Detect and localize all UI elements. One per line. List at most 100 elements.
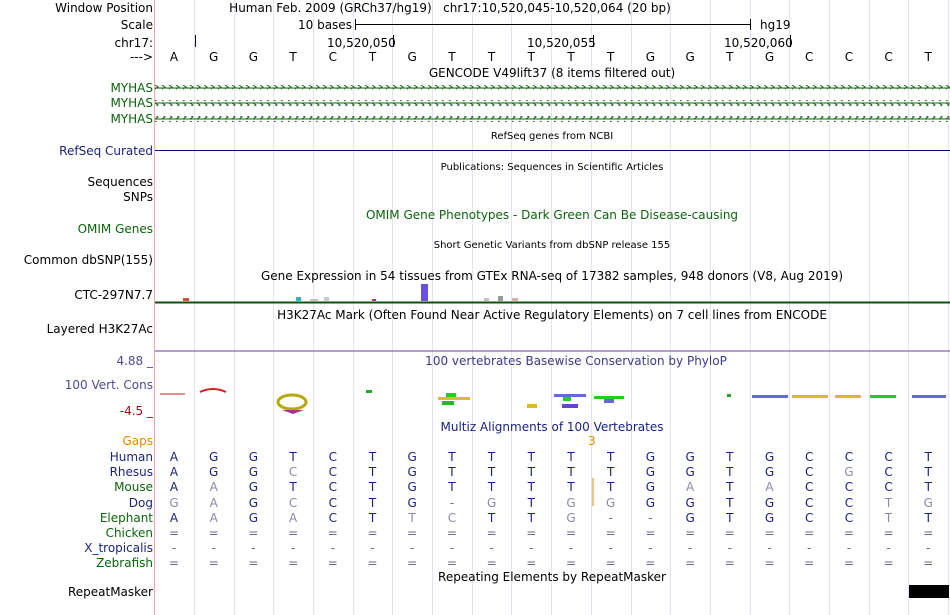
gencode-item-line[interactable] (155, 100, 950, 106)
alignment-base: = (565, 526, 577, 540)
alignment-base: = (605, 526, 616, 540)
alignment-base: - (687, 541, 693, 556)
alignment-base: C (447, 510, 457, 525)
gencode-track-title[interactable]: GENCODE V49lift37 (8 items filtered out) (428, 66, 676, 80)
alignment-base: T (924, 465, 932, 480)
grid-line (472, 0, 473, 615)
species-label-chicken[interactable]: Chicken (105, 526, 153, 540)
alignment-base: T (368, 465, 377, 480)
alignment-base: A (209, 480, 218, 495)
alignment-base: - (211, 541, 216, 556)
base-letter: G (248, 50, 259, 64)
base-letter: C (844, 50, 854, 64)
base-letter: G (645, 50, 656, 64)
gencode-item-label[interactable]: MYHAS (110, 96, 153, 110)
h3k27ac-track-label[interactable]: Layered H3K27Ac (46, 322, 153, 336)
publications-label[interactable]: Sequences (87, 175, 153, 189)
alignment-base: C (804, 510, 814, 525)
species-label-human[interactable]: Human (109, 450, 153, 464)
alignment-base: C (844, 480, 854, 495)
grid-line (392, 0, 393, 615)
alignment-base: G (209, 450, 219, 464)
multiz-track-title[interactable]: Multiz Alignments of 100 Vertebrates (440, 420, 664, 434)
repeat-element-block[interactable] (909, 585, 949, 598)
publications-label[interactable]: SNPs (123, 190, 153, 204)
alignment-base: = (804, 556, 815, 571)
gencode-item-label[interactable]: MYHAS (110, 81, 153, 95)
base-letter: T (527, 50, 535, 64)
phylop-track-title[interactable]: 100 vertebrates Basewise Conservation by… (425, 354, 727, 368)
alignment-base: = (526, 526, 537, 540)
alignment-base: = (367, 526, 378, 540)
alignment-base: C (844, 495, 854, 510)
alignment-base: - (648, 510, 653, 525)
phylop-track-label[interactable]: 100 Vert. Cons (64, 378, 153, 392)
alignment-base: G (764, 465, 775, 480)
refseq-track-title[interactable]: RefSeq genes from NCBI (490, 131, 614, 142)
species-label-mouse[interactable]: Mouse (114, 480, 153, 495)
alignment-base: G (764, 510, 775, 525)
gencode-item-line[interactable] (155, 85, 950, 91)
alignment-base: = (446, 556, 457, 571)
species-label-x_tropicalis[interactable]: X_tropicalis (84, 541, 153, 556)
alignment-base: G (248, 480, 259, 495)
repeatmasker-track-title[interactable]: Repeating Elements by RepeatMasker (438, 570, 666, 584)
alignment-base: - (767, 541, 772, 556)
gtex-expression-bars[interactable] (155, 284, 950, 304)
refseq-track-label[interactable]: RefSeq Curated (59, 144, 153, 158)
conservation-logo[interactable] (160, 388, 946, 414)
alignment-base: T (527, 480, 535, 495)
alignment-base: G (407, 450, 417, 464)
base-letter: T (726, 50, 734, 64)
alignment-base: G (209, 465, 219, 480)
alignment-base: = (804, 526, 815, 540)
alignment-base: = (288, 556, 299, 571)
alignment-base: A (765, 480, 774, 495)
grid-line (273, 0, 274, 615)
alignment-base: = (764, 526, 775, 540)
base-letter: T (607, 50, 615, 64)
gtex-track-label[interactable]: CTC-297N7.7 (74, 288, 153, 302)
gencode-item-line[interactable] (155, 116, 950, 122)
species-label-elephant[interactable]: Elephant (99, 510, 153, 525)
gencode-item-label[interactable]: MYHAS (110, 112, 153, 126)
omim-track-title[interactable]: OMIM Gene Phenotypes - Dark Green Can Be… (365, 208, 739, 222)
alignment-base: C (804, 480, 814, 495)
dbsnp-track-label[interactable]: Common dbSNP(155) (23, 253, 153, 267)
alignment-base: T (607, 465, 615, 480)
alignment-base: T (884, 495, 893, 510)
coord-tick (790, 35, 791, 47)
base-letter: T (487, 50, 496, 64)
alignment-base: T (408, 510, 416, 525)
dbsnp-track-title[interactable]: Short Genetic Variants from dbSNP releas… (433, 240, 671, 251)
alignment-base: = (208, 526, 219, 540)
gaps-label[interactable]: Gaps (122, 434, 153, 448)
publications-track-title[interactable]: Publications: Sequences in Scientific Ar… (440, 162, 664, 173)
alignment-base: - (489, 541, 494, 556)
refseq-gene-line[interactable] (155, 150, 950, 151)
scale-db: hg19 (760, 18, 791, 32)
alignment-base: C (804, 465, 814, 480)
grid-line (908, 0, 909, 615)
species-label-dog[interactable]: Dog (128, 495, 153, 510)
alignment-base: G (169, 495, 179, 510)
species-label-rhesus[interactable]: Rhesus (109, 465, 153, 480)
alignment-base: T (527, 495, 535, 510)
omim-track-label[interactable]: OMIM Genes (77, 222, 153, 236)
scale-text: 10 bases (298, 18, 352, 32)
alignment-base: C (328, 465, 337, 480)
scale-label: Scale (120, 18, 153, 32)
alignment-base: = (446, 526, 457, 540)
h3k27ac-track-title[interactable]: H3K27Ac Mark (Often Found Near Active Re… (277, 308, 827, 322)
alignment-base: T (289, 450, 297, 464)
alignment-base: - (568, 541, 574, 556)
alignment-base: C (844, 450, 854, 464)
alignment-base: = (407, 556, 418, 571)
repeatmasker-track-label[interactable]: RepeatMasker (67, 585, 153, 599)
gtex-track-title[interactable]: Gene Expression in 54 tissues from GTEx … (260, 269, 844, 283)
alignment-base: G (844, 465, 854, 480)
species-label-zebrafish[interactable]: Zebrafish (96, 556, 153, 571)
alignment-base: T (368, 495, 377, 510)
gap-count: 3 (588, 434, 596, 448)
